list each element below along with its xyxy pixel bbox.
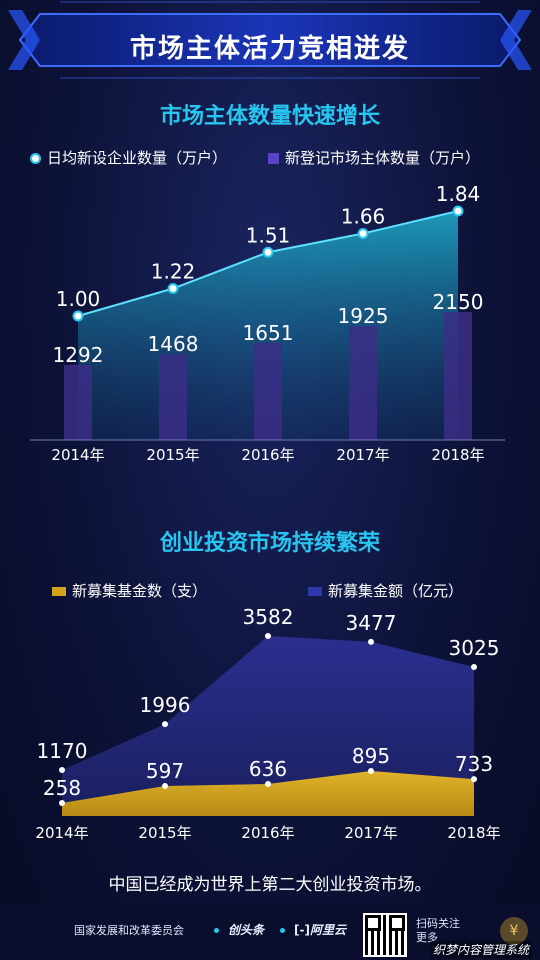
chart1-legend-new: 新登记市场主体数量（万户） (268, 147, 480, 168)
chart2-legend-amount: 新募集金额（亿元） (308, 580, 463, 601)
watermark: 织梦内容管理系统 (430, 941, 533, 958)
chart1-label-daily: 1.51 (246, 223, 291, 247)
chart2-point-amount (471, 663, 477, 670)
chart1-label-daily: 1.66 (341, 205, 386, 229)
chart1-bar-new (444, 312, 472, 440)
chart1-x-tick: 2018年 (431, 446, 484, 464)
chart1-label-daily: 1.84 (436, 182, 481, 206)
chuangtoutiao-logo: 创头条 (228, 923, 265, 937)
chart1-x-tick: 2017年 (336, 446, 389, 464)
chart2-point-funds (368, 768, 374, 774)
org-name: 国家发展和改革委员会 (74, 924, 184, 937)
chart2-point-amount (59, 767, 65, 773)
chart1-x-tick: 2015年 (146, 446, 199, 464)
chart2-point-amount (265, 633, 271, 639)
coin-icon: ¥ (500, 917, 528, 945)
chart2-x-tick: 2016年 (241, 824, 294, 842)
footer: 国家发展和改革委员会 创头条 [-]阿里云 扫码关注 更多 ¥ 织梦内容管理系统 (0, 905, 540, 960)
aliyun-mark-icon: [-] (294, 923, 310, 937)
chart1-label-daily: 1.00 (56, 287, 101, 311)
chart2-label-funds: 636 (249, 757, 287, 781)
chart1-title: 市场主体数量快速增长 (159, 104, 380, 129)
chart1-bar-new (64, 365, 92, 440)
chart1-bar-new (254, 342, 282, 440)
chart1-point-daily (262, 246, 274, 258)
chart2-point-amount (162, 721, 168, 728)
chart1-bar-new (349, 325, 377, 440)
chart1-legend-daily: 日均新设企业数量（万户） (30, 147, 227, 168)
chart1-point-daily (452, 205, 464, 217)
legend-dot-icon (30, 153, 41, 164)
legend-label: 新登记市场主体数量（万户） (285, 149, 481, 167)
chart2-label-amount: 3477 (346, 611, 397, 635)
legend-swatch-icon (52, 587, 66, 596)
chart1-label-new: 2150 (433, 290, 484, 314)
legend-label: 新募集金额（亿元） (328, 582, 464, 600)
chart2-point-funds (162, 782, 168, 789)
chart1-label-new: 1925 (338, 304, 389, 328)
chart2-x-tick: 2017年 (344, 824, 397, 842)
chart2-label-amount: 3025 (449, 636, 500, 660)
legend-label: 新募集基金数（支） (72, 582, 208, 600)
title-banner (8, 1, 532, 79)
chart1-label-daily: 1.22 (151, 260, 196, 284)
chart1-point-daily (167, 283, 179, 294)
chart1-bar-new (159, 354, 187, 440)
separator-dot-icon (214, 928, 219, 933)
legend-label: 日均新设企业数量（万户） (47, 149, 228, 167)
chart2-point-funds (265, 781, 271, 788)
chart2-area-funds (62, 771, 474, 816)
chart2-legend-funds: 新募集基金数（支） (52, 580, 207, 601)
chart2-point-amount (368, 638, 374, 645)
aliyun-logo-text: 阿里云 (309, 923, 346, 937)
chart2-x-tick: 2014年 (35, 824, 88, 842)
scan-line-1: 扫码关注 (416, 917, 460, 930)
legend-swatch-icon (308, 587, 322, 596)
page-title: 市场主体活力竞相迸发 (129, 34, 410, 64)
chart2-label-funds: 597 (146, 759, 184, 783)
chart2-label-amount: 1170 (37, 739, 88, 763)
legend-swatch-icon (268, 153, 279, 164)
qr-code-icon[interactable] (363, 913, 407, 957)
chart1-label-new: 1468 (148, 332, 199, 356)
chart2-label-amount: 3582 (243, 605, 294, 629)
aliyun-logo: [-]阿里云 (294, 921, 346, 938)
chart2-label-funds: 895 (352, 744, 390, 768)
chart2-x-tick: 2015年 (138, 824, 191, 842)
chart1-plot: 1.00 1.22 1.51 1.66 1.84 1292 1468 1651 1925 2150… (30, 182, 505, 464)
chart2-title: 创业投资市场持续繁荣 (159, 531, 380, 556)
chart2-label-amount: 1996 (140, 693, 191, 717)
scan-text: 扫码关注 更多 (416, 917, 460, 945)
chart1-x-tick: 2014年 (51, 446, 104, 464)
chart2-label-funds: 258 (43, 776, 81, 800)
chart1-point-daily (72, 310, 84, 322)
chart2-point-funds (59, 800, 65, 806)
scan-line-2: 更多 (416, 931, 438, 944)
caption: 中国已经成为世界上第二大创业投资市场。 (108, 875, 432, 895)
chart2-label-funds: 733 (455, 752, 493, 776)
chart1-point-daily (357, 228, 369, 239)
chart2-point-funds (471, 776, 477, 783)
chart1-x-tick: 2016年 (241, 446, 294, 464)
chart1-label-new: 1651 (243, 321, 294, 345)
chart1-label-new: 1292 (53, 343, 104, 367)
chart2-plot: 1170 1996 3582 3477 3025 258 597 636 895 733 2014年… (35, 605, 500, 842)
chart2-x-tick: 2018年 (447, 824, 500, 842)
separator-dot-icon (280, 928, 285, 933)
